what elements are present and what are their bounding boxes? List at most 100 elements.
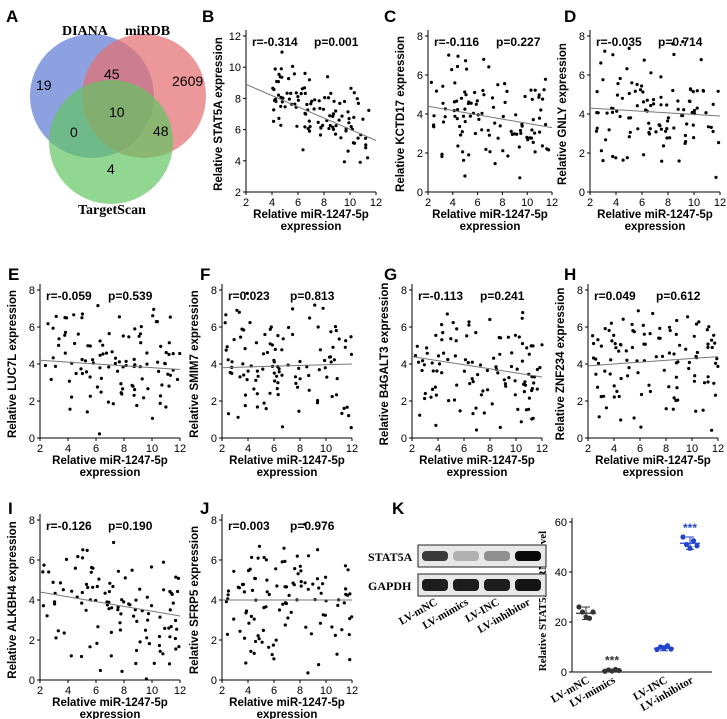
- x-axis-label-2: expression: [623, 467, 684, 479]
- data-point: [51, 326, 55, 330]
- data-point: [247, 621, 251, 625]
- data-point: [334, 329, 338, 333]
- data-point: [49, 377, 53, 382]
- x-tick-label: 12: [714, 197, 726, 209]
- data-point: [90, 565, 94, 570]
- x-tick-label: 2: [243, 197, 249, 209]
- data-point: [632, 330, 636, 334]
- data-point: [690, 538, 697, 544]
- data-point: [287, 97, 291, 101]
- x-axis-label-2: expression: [460, 221, 521, 233]
- x-axis-label-2: expression: [257, 467, 318, 479]
- data-point: [668, 646, 674, 652]
- y-tick-label: 0: [417, 187, 423, 199]
- data-point: [73, 566, 77, 570]
- data-point: [156, 360, 160, 364]
- data-point: [659, 127, 664, 131]
- data-point: [661, 144, 666, 148]
- data-point: [317, 368, 321, 372]
- data-point: [462, 158, 466, 162]
- data-point: [446, 357, 450, 362]
- data-point: [440, 323, 444, 327]
- data-point: [603, 327, 607, 331]
- data-point: [86, 344, 90, 348]
- y-tick-label: 8: [211, 285, 217, 297]
- data-point: [358, 160, 362, 164]
- venn-count-diana-targetscan: 0: [70, 124, 78, 140]
- data-point: [630, 322, 634, 326]
- y-tick-label: 8: [579, 31, 585, 43]
- data-point: [507, 376, 511, 380]
- data-point: [474, 406, 478, 410]
- data-point: [84, 370, 89, 374]
- panel-letter-B: B: [202, 7, 214, 26]
- data-point: [462, 369, 466, 373]
- x-tick-label: 12: [174, 443, 186, 455]
- data-point: [88, 394, 92, 398]
- data-point: [46, 322, 50, 326]
- data-point: [139, 325, 143, 329]
- data-point: [520, 122, 524, 126]
- data-point: [317, 586, 321, 590]
- venn-label-targetscan: TargetScan: [78, 203, 146, 218]
- data-point: [674, 332, 678, 336]
- data-point: [640, 84, 644, 88]
- venn-count-all-three: 10: [109, 104, 125, 120]
- data-point: [226, 589, 231, 593]
- data-point: [145, 595, 149, 599]
- data-point: [713, 341, 717, 345]
- correlation-r: r=-0.314: [252, 35, 298, 49]
- x-tick-label: 12: [346, 443, 358, 455]
- data-point: [293, 375, 298, 379]
- data-point: [537, 95, 541, 99]
- y-tick-label: 0: [401, 433, 407, 445]
- data-point: [348, 617, 352, 621]
- data-point: [533, 150, 537, 154]
- data-point: [104, 351, 109, 355]
- data-point: [245, 378, 249, 382]
- data-point: [45, 614, 49, 618]
- data-point: [465, 334, 469, 338]
- data-point: [672, 352, 676, 356]
- panel-letter-J: J: [200, 499, 209, 518]
- y-tick-label: 8: [235, 93, 241, 105]
- data-point: [280, 50, 284, 54]
- data-point: [352, 115, 356, 119]
- data-point: [649, 71, 653, 75]
- data-point: [237, 310, 241, 314]
- data-point: [340, 114, 344, 118]
- x-tick-label: 8: [121, 685, 127, 697]
- regression-line: [221, 363, 353, 369]
- x-tick-label: 4: [269, 197, 275, 209]
- data-point: [272, 108, 276, 112]
- data-point: [80, 556, 85, 560]
- blot-band: [484, 579, 510, 591]
- data-point: [675, 386, 679, 390]
- x-tick-label: 6: [639, 197, 645, 209]
- data-point: [465, 67, 469, 71]
- data-point: [274, 638, 278, 642]
- data-point: [116, 608, 120, 612]
- data-point: [519, 420, 523, 424]
- data-point: [518, 176, 522, 180]
- data-point: [133, 388, 137, 392]
- data-point: [134, 661, 138, 666]
- x-axis-label: Relative miR-1247-5p: [419, 455, 535, 467]
- data-point: [275, 584, 279, 588]
- data-point: [174, 618, 178, 623]
- data-point: [454, 339, 458, 343]
- y-tick-label: 2: [211, 635, 217, 647]
- data-point: [157, 643, 161, 648]
- data-point: [665, 127, 669, 131]
- data-point: [111, 584, 115, 589]
- data-point: [638, 88, 643, 92]
- regression-line: [39, 591, 181, 617]
- data-point: [509, 129, 513, 133]
- data-point: [167, 384, 171, 388]
- data-point: [67, 379, 71, 383]
- data-point: [283, 105, 287, 109]
- x-axis-label: Relative miR-1247-5p: [52, 455, 168, 467]
- data-point: [113, 361, 117, 366]
- data-point: [509, 364, 514, 369]
- data-point: [117, 360, 121, 364]
